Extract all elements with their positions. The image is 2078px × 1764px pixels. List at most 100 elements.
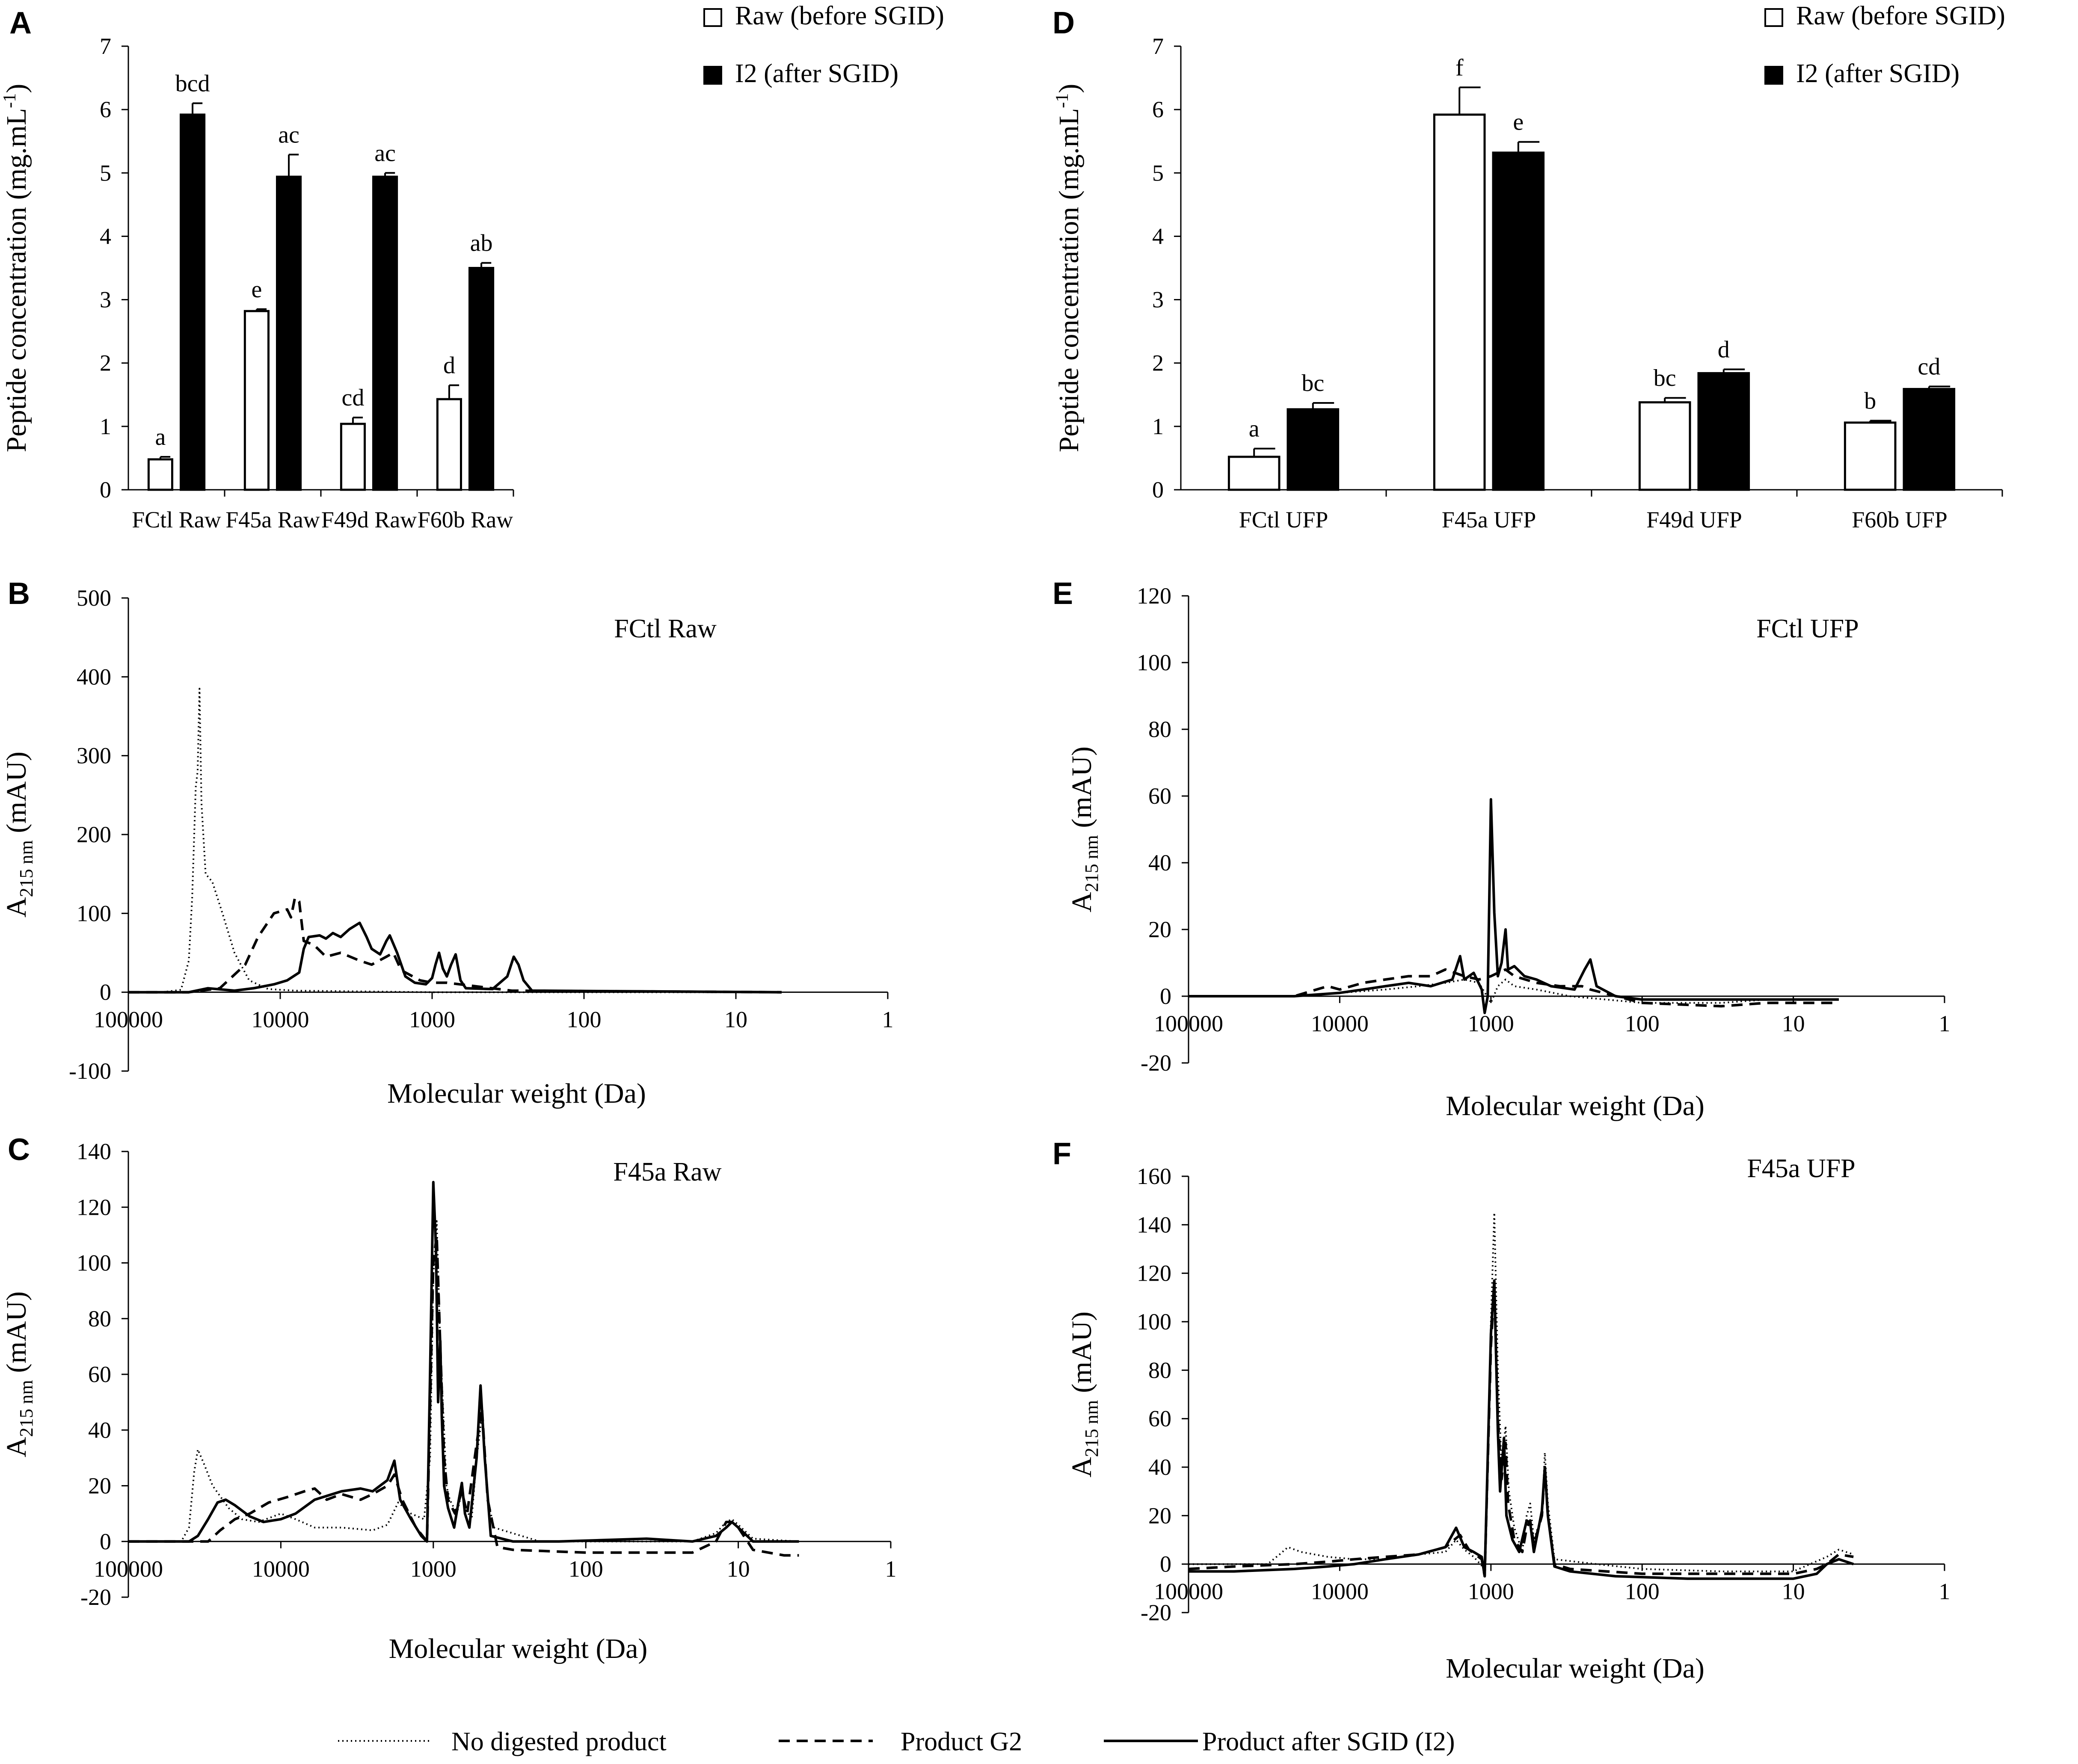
- significance-label: f: [1455, 54, 1464, 81]
- significance-label: e: [252, 276, 262, 303]
- significance-label: ac: [374, 140, 396, 166]
- bar-raw-2: [243, 310, 270, 491]
- y-axis-title: Peptide concentration (mg.mL-1): [0, 84, 32, 453]
- y-tick-label: 5: [1152, 160, 1164, 186]
- y-axis-title: A215 nm (mAU): [1, 1291, 37, 1457]
- y-tick-label: 120: [1137, 1261, 1171, 1286]
- legend-label: I2 (after SGID): [1796, 59, 1959, 88]
- series-line-dotted: [128, 1220, 799, 1542]
- y-tick-label: 1: [1152, 414, 1164, 439]
- x-tick-label: 10: [724, 1007, 747, 1033]
- x-tick-label: 100: [567, 1007, 602, 1033]
- y-tick-label: 100: [77, 900, 111, 926]
- y-tick-label: -20: [1141, 1600, 1171, 1625]
- bar-raw-1: [147, 458, 173, 491]
- y-tick-label: 7: [100, 33, 111, 59]
- x-tick-label: 100000: [1154, 1011, 1223, 1036]
- x-tick-label: F45a Raw: [225, 507, 320, 533]
- x-tick-label: 10000: [252, 1556, 310, 1582]
- bar-i2-4: [1903, 388, 1956, 491]
- y-tick-label: 80: [1148, 716, 1171, 742]
- x-tick-label: 1: [1939, 1579, 1951, 1604]
- y-tick-label: 0: [1160, 1551, 1171, 1577]
- x-tick-label: 1: [885, 1556, 897, 1582]
- y-tick-label: 40: [88, 1417, 111, 1443]
- significance-label: bcd: [175, 70, 210, 97]
- panel-label: E: [1052, 577, 1073, 611]
- significance-label: e: [1513, 109, 1524, 136]
- significance-label: b: [1864, 388, 1876, 414]
- bar-raw-1: [1227, 456, 1281, 491]
- x-tick-label: 100000: [94, 1007, 163, 1033]
- bar-i2-2: [1492, 151, 1545, 491]
- series-line-dotted: [1189, 979, 1839, 1004]
- bar-i2-4: [468, 267, 495, 491]
- y-tick-label: 2: [100, 350, 111, 376]
- x-tick-label: F60b Raw: [418, 507, 513, 533]
- x-tick-label: 1000: [1468, 1011, 1514, 1036]
- significance-label: bc: [1654, 365, 1676, 391]
- y-tick-label: 3: [100, 287, 111, 313]
- y-tick-label: 6: [100, 97, 111, 122]
- bar-i2-3: [372, 175, 398, 491]
- legend-label: Product after SGID (I2): [1202, 1727, 1455, 1756]
- y-tick-label: 140: [77, 1139, 111, 1164]
- x-tick-label: F45a UFP: [1442, 507, 1536, 533]
- y-tick-label: 4: [100, 223, 111, 249]
- series-line-solid: [1189, 798, 1839, 1014]
- y-tick-label: 3: [1152, 287, 1164, 313]
- x-tick-label: F49d UFP: [1646, 507, 1742, 533]
- x-tick-label: FCtl Raw: [132, 507, 221, 533]
- y-tick-label: 0: [100, 980, 111, 1005]
- x-tick-label: 100000: [94, 1556, 163, 1582]
- legend-label: Raw (before SGID): [735, 1, 944, 30]
- chart-title: F45a Raw: [613, 1157, 721, 1187]
- x-tick-label: 100000: [1154, 1579, 1223, 1604]
- y-tick-label: 0: [100, 1529, 111, 1554]
- y-tick-label: 4: [1152, 223, 1164, 249]
- y-tick-label: -20: [1141, 1050, 1171, 1076]
- x-tick-label: FCtl UFP: [1239, 507, 1328, 533]
- y-tick-label: 140: [1137, 1212, 1171, 1237]
- panel-label: A: [9, 6, 32, 40]
- x-tick-label: 10: [727, 1556, 750, 1582]
- legend-label: Raw (before SGID): [1796, 1, 2005, 30]
- bar-chart-d: D 0 1 2 3 4 5 6 7 Peptide concentration (mg.mL-1)…: [1052, 1, 2005, 533]
- series-line-solid: [128, 1181, 799, 1543]
- y-tick-label: 120: [77, 1194, 111, 1220]
- legend-swatch: [1764, 8, 1783, 27]
- bar-i2-2: [276, 175, 302, 491]
- y-tick-label: 60: [88, 1361, 111, 1387]
- panel-label: F: [1052, 1137, 1071, 1171]
- x-tick-label: 1000: [409, 1007, 455, 1033]
- y-tick-label: 40: [1148, 850, 1171, 876]
- legend-label: No digested product: [451, 1727, 667, 1756]
- significance-label: ac: [278, 121, 299, 148]
- bar-chart-a: A 0 1 2 3 4 5 6 7 Peptide concentration (mg.mL-1)…: [0, 1, 944, 533]
- y-tick-label: -100: [69, 1058, 111, 1084]
- line-chart-b: B FCtl Raw -100 0 100 200 300 400 500 100000 10000…: [1, 577, 894, 1109]
- series-line-solid: [128, 921, 782, 994]
- x-axis-title: Molecular weight (Da): [389, 1633, 648, 1664]
- y-axis-title: A215 nm (mAU): [1066, 746, 1102, 912]
- y-axis-title: A215 nm (mAU): [1, 752, 37, 918]
- x-axis-title: Molecular weight (Da): [1446, 1653, 1704, 1684]
- y-tick-label: 0: [100, 477, 111, 503]
- y-axis-title: A215 nm (mAU): [1066, 1311, 1102, 1477]
- y-tick-label: 60: [1148, 1406, 1171, 1432]
- bar-raw-3: [1638, 401, 1691, 491]
- y-tick-label: 20: [1148, 917, 1171, 942]
- bar-raw-3: [340, 423, 366, 491]
- x-tick-label: 100: [1625, 1011, 1660, 1036]
- significance-label: d: [443, 352, 455, 379]
- chart-title: FCtl Raw: [614, 614, 717, 643]
- x-tick-label: 10: [1782, 1011, 1805, 1036]
- chart-title: FCtl UFP: [1756, 614, 1859, 643]
- y-tick-label: 300: [77, 743, 111, 769]
- bar-raw-4: [1844, 421, 1897, 491]
- bar-raw-2: [1433, 113, 1486, 491]
- series-line-dotted: [128, 688, 782, 993]
- x-tick-label: 100: [1625, 1579, 1660, 1604]
- significance-label: cd: [1918, 354, 1940, 380]
- significance-label: bc: [1301, 370, 1324, 397]
